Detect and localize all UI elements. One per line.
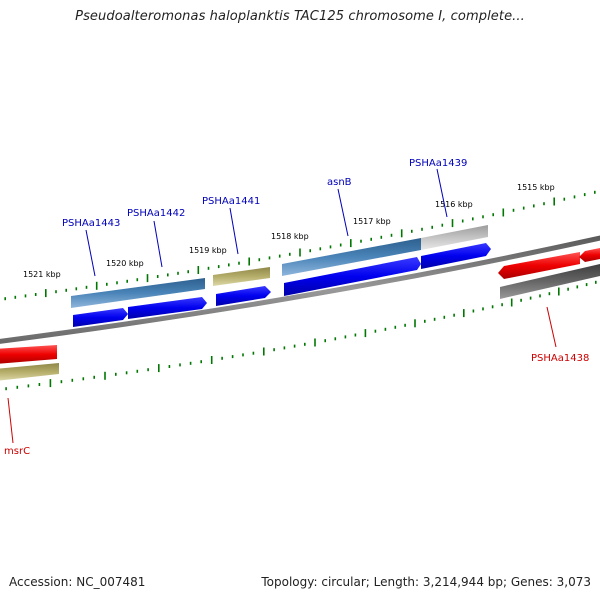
leader-pshaa1442	[153, 220, 163, 268]
scale-label-1517: 1517 kbp	[353, 217, 391, 226]
scale-labels: 1521 kbp 1520 kbp 1519 kbp 1518 kbp 1517…	[23, 183, 555, 279]
gene-bar-pshaa1439[interactable]	[421, 225, 488, 250]
cds-track	[0, 243, 600, 364]
scale-label-1520: 1520 kbp	[106, 259, 144, 268]
cds-arrow-pshaa1442[interactable]	[128, 297, 207, 319]
scale-label-1521: 1521 kbp	[23, 270, 61, 279]
gene-label-pshaa1443[interactable]: PSHAa1443	[62, 218, 120, 229]
gene-labels: PSHAa1443 PSHAa1442 PSHAa1441 asnB PSHAa…	[4, 158, 589, 457]
gene-bar-pshaa1443-1442[interactable]	[71, 278, 205, 308]
gene-bar-asnb[interactable]	[282, 238, 421, 276]
gene-label-pshaa1441[interactable]: PSHAa1441	[202, 196, 260, 207]
leader-pshaa1438	[546, 306, 557, 348]
cds-arrow-msrc[interactable]	[0, 345, 57, 364]
scale-label-1518: 1518 kbp	[271, 232, 309, 241]
cds-arrow-asnb[interactable]	[284, 257, 421, 296]
accession-text: Accession: NC_007481	[9, 575, 146, 589]
cds-arrow-pshaa1443[interactable]	[73, 308, 128, 327]
gene-bar-pshaa1441[interactable]	[213, 267, 270, 286]
cds-arrow-pshaa1438[interactable]	[498, 252, 580, 279]
scale-label-1519: 1519 kbp	[189, 246, 227, 255]
gene-label-pshaa1439[interactable]: PSHAa1439	[409, 158, 467, 169]
topology-summary: Topology: circular; Length: 3,214,944 bp…	[261, 575, 591, 589]
gene-bar-pshaa1438[interactable]	[500, 264, 600, 299]
chromosome-backbone	[0, 235, 600, 344]
gene-label-asnb[interactable]: asnB	[327, 177, 352, 188]
cds-arrow-pshaa1441[interactable]	[216, 286, 271, 306]
scale-label-1516: 1516 kbp	[435, 200, 473, 209]
gene-bar-msrc[interactable]	[0, 363, 59, 381]
gene-label-pshaa1438[interactable]: PSHAa1438	[531, 353, 589, 364]
label-leaders	[7, 168, 557, 444]
inner-tick-ring	[5, 280, 597, 391]
cds-arrow-next[interactable]	[579, 248, 600, 262]
leader-msrc	[7, 397, 14, 444]
gene-track	[0, 225, 600, 381]
outer-tick-ring	[4, 190, 596, 301]
gene-label-msrc[interactable]: msrC	[4, 446, 30, 457]
leader-pshaa1443	[85, 229, 96, 277]
leader-asnb	[337, 188, 349, 237]
map-title: Pseudoalteromonas haloplanktis TAC125 ch…	[75, 9, 525, 24]
leader-pshaa1441	[229, 207, 239, 255]
gene-label-pshaa1442[interactable]: PSHAa1442	[127, 208, 185, 219]
cds-arrow-pshaa1439[interactable]	[421, 243, 491, 269]
leader-pshaa1439	[436, 168, 448, 218]
scale-label-1515: 1515 kbp	[517, 183, 555, 192]
